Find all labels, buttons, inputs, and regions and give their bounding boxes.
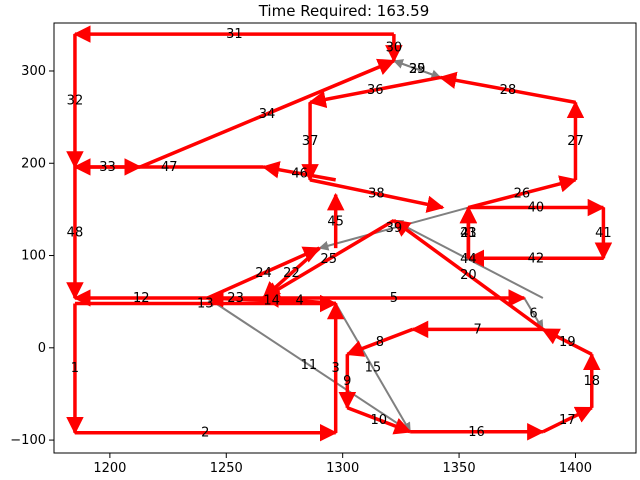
edge-14-label: 14 — [263, 294, 280, 309]
edge-10-label: 10 — [370, 413, 387, 428]
x-tick-label: 1250 — [210, 461, 243, 476]
edge-20-line — [392, 219, 544, 331]
edge-32-label: 32 — [67, 94, 84, 109]
y-tick-label: 100 — [21, 249, 46, 264]
y-axis: −100 0 100 200 300 — [10, 64, 54, 448]
edge-24-line — [206, 246, 321, 300]
x-axis: 1200 1250 1300 1350 1400 — [93, 453, 592, 476]
edge-11-line — [206, 297, 411, 433]
edge-36-label: 36 — [367, 83, 384, 98]
edge-38-line — [309, 178, 445, 213]
edge-6-label: 6 — [529, 307, 537, 322]
edge-40-label: 40 — [528, 201, 545, 216]
edge-39-label: 39 — [386, 221, 403, 236]
edge-34-line — [139, 58, 396, 169]
y-tick-label: 0 — [38, 341, 46, 356]
edge-33-label: 33 — [99, 160, 116, 175]
edge-38-label: 38 — [368, 187, 385, 202]
chart-title: Time Required: 163.59 — [258, 2, 430, 20]
edge-48-label: 48 — [67, 225, 84, 240]
edge-25-label: 25 — [320, 252, 337, 267]
edge-4-label: 4 — [295, 294, 303, 309]
y-tick-label: 300 — [21, 64, 46, 79]
edge-18-label: 18 — [583, 374, 600, 389]
edge-47-label: 47 — [161, 160, 178, 175]
edge-17-line — [542, 406, 594, 434]
edge-44-label: 44 — [460, 252, 477, 267]
edge-12-label: 12 — [133, 291, 150, 306]
edge-23-label: 23 — [227, 291, 244, 306]
edge-26-line — [467, 175, 578, 210]
y-tick-label: 200 — [21, 156, 46, 171]
edge-43-label: 43 — [460, 226, 477, 241]
edge-6-line — [523, 297, 544, 331]
edge-2-label: 2 — [201, 426, 209, 441]
edge-8-label: 8 — [376, 335, 384, 350]
edge-5-label: 5 — [390, 291, 398, 306]
edge-20-label: 20 — [460, 268, 477, 283]
edge-27-label: 27 — [567, 134, 584, 149]
edge-13-label: 13 — [197, 297, 214, 312]
edge-24-label: 24 — [255, 266, 272, 281]
edge-10-line — [346, 406, 412, 435]
edge-30-label: 30 — [386, 40, 403, 55]
edge-37-label: 37 — [302, 134, 319, 149]
edge-46-line — [261, 161, 336, 182]
x-tick-label: 1200 — [93, 461, 126, 476]
edge-22-label: 22 — [283, 266, 300, 281]
edge-16-label: 16 — [468, 425, 485, 440]
edge-9-label: 9 — [343, 374, 351, 389]
x-tick-label: 1300 — [326, 461, 359, 476]
edge-28-label: 28 — [500, 83, 517, 98]
edge-36-line — [308, 75, 441, 108]
edge-26-label: 26 — [514, 187, 531, 202]
edge-31-label: 31 — [226, 27, 243, 42]
edge-34-label: 34 — [259, 107, 276, 122]
x-tick-label: 1350 — [443, 461, 476, 476]
edge-46-label: 46 — [291, 166, 308, 181]
edges-layer — [66, 25, 613, 442]
edge-29-label: 29 — [409, 62, 426, 77]
edge-11-label: 11 — [301, 358, 318, 373]
edge-28-line — [438, 71, 576, 105]
x-tick-label: 1400 — [559, 461, 592, 476]
edge-8-line — [345, 327, 414, 357]
edge-15-line — [334, 303, 412, 433]
edge-21-label: 21 — [460, 226, 477, 241]
edge-17-label: 17 — [559, 413, 576, 428]
edge-1-label: 1 — [71, 361, 79, 376]
edge-42-label: 42 — [528, 251, 545, 266]
edge-45-label: 45 — [327, 214, 344, 229]
edge-19-label: 19 — [559, 335, 576, 350]
edge-15-label: 15 — [365, 361, 382, 376]
edge-19-line — [541, 327, 593, 356]
edge-7-label: 7 — [474, 322, 482, 337]
edge-3-label: 3 — [332, 361, 340, 376]
y-tick-label: −100 — [10, 433, 46, 448]
plot-frame — [53, 22, 637, 454]
edge-41-label: 41 — [595, 226, 612, 241]
edge-35-label: 35 — [409, 62, 426, 77]
edge-25-line — [262, 218, 395, 300]
edge-35-line — [393, 59, 442, 80]
